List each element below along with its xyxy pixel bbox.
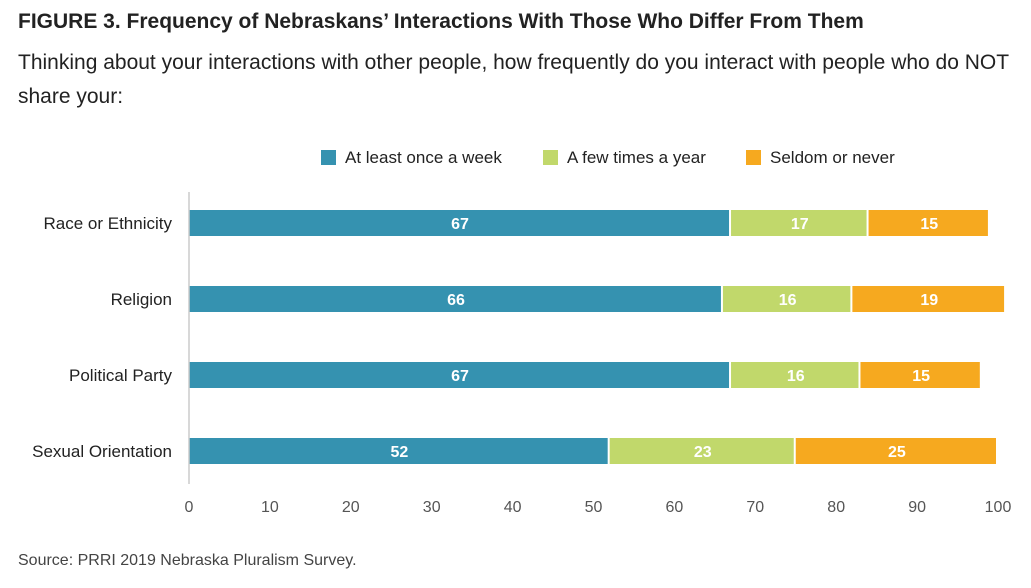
category-label-race-or-ethnicity: Race or Ethnicity [44, 214, 173, 233]
category-label-religion: Religion [111, 290, 172, 309]
bar-religion-seldom-or-never [852, 286, 1005, 312]
legend: At least once a week A few times a year Se… [321, 148, 895, 167]
value-label-race-or-ethnicity-seldom-or-never: 15 [920, 216, 938, 233]
chart-title: FIGURE 3. Frequency of Nebraskans’ Inter… [18, 10, 864, 33]
bar-race-or-ethnicity-seldom-or-never [868, 210, 988, 236]
bar-religion-at-least-once-a-week [189, 286, 721, 312]
x-tick-100: 100 [985, 499, 1012, 516]
x-tick-40: 40 [504, 499, 522, 516]
bar-religion-a-few-times-a-year [722, 286, 851, 312]
x-tick-80: 80 [827, 499, 845, 516]
legend-swatch-seldom-or-never [746, 150, 761, 165]
bar-race-or-ethnicity-at-least-once-a-week [189, 210, 730, 236]
value-label-race-or-ethnicity-a-few-times-a-year: 17 [791, 216, 809, 233]
category-label-political-party: Political Party [69, 366, 172, 385]
legend-swatch-at-least-once-a-week [321, 150, 336, 165]
x-tick-70: 70 [746, 499, 764, 516]
legend-swatch-a-few-times-a-year [543, 150, 558, 165]
x-tick-0: 0 [185, 499, 194, 516]
value-label-political-party-seldom-or-never: 15 [912, 368, 930, 385]
category-labels: Race or Ethnicity Religion Political Party… [32, 214, 172, 461]
x-tick-10: 10 [261, 499, 279, 516]
value-label-sexual-orientation-at-least-once-a-week: 52 [390, 444, 408, 461]
value-label-political-party-at-least-once-a-week: 67 [451, 368, 469, 385]
legend-label-a-few-times-a-year: A few times a year [567, 148, 706, 167]
bar-sexual-orientation-seldom-or-never [795, 438, 996, 464]
legend-label-seldom-or-never: Seldom or never [770, 148, 895, 167]
value-label-religion-at-least-once-a-week: 66 [447, 292, 465, 309]
bar-sexual-orientation-at-least-once-a-week [189, 438, 608, 464]
bar-political-party-a-few-times-a-year [731, 362, 859, 388]
category-label-sexual-orientation: Sexual Orientation [32, 442, 172, 461]
value-label-religion-a-few-times-a-year: 16 [779, 292, 797, 309]
bar-race-or-ethnicity-a-few-times-a-year [731, 210, 867, 236]
value-label-political-party-a-few-times-a-year: 16 [787, 368, 805, 385]
value-label-sexual-orientation-a-few-times-a-year: 23 [694, 444, 712, 461]
x-tick-20: 20 [342, 499, 360, 516]
bar-sexual-orientation-a-few-times-a-year [609, 438, 794, 464]
value-label-religion-seldom-or-never: 19 [920, 292, 938, 309]
source-note: Source: PRRI 2019 Nebraska Pluralism Sur… [18, 552, 357, 569]
bars: 67 17 15 66 16 19 67 16 15 52 23 25 [189, 210, 1005, 464]
bar-political-party-at-least-once-a-week [189, 362, 730, 388]
bar-political-party-seldom-or-never [860, 362, 980, 388]
value-label-race-or-ethnicity-at-least-once-a-week: 67 [451, 216, 469, 233]
x-tick-50: 50 [585, 499, 603, 516]
value-label-sexual-orientation-seldom-or-never: 25 [888, 444, 906, 461]
chart-subtitle: Thinking about your interactions with ot… [18, 51, 1009, 108]
legend-label-at-least-once-a-week: At least once a week [345, 148, 502, 167]
x-tick-90: 90 [908, 499, 926, 516]
x-tick-30: 30 [423, 499, 441, 516]
x-axis-ticks: 0 10 20 30 40 50 60 70 80 90 100 [185, 499, 1012, 516]
x-tick-60: 60 [666, 499, 684, 516]
